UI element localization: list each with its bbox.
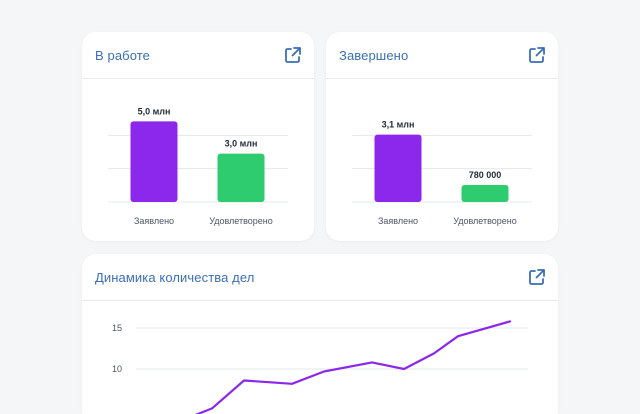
external-link-icon[interactable] [528,46,546,64]
bar-value-label: 780 000 [469,170,502,180]
completed-bar-chart: 3,1 млн Заявлено 780 000 Удовлетворено [352,120,532,226]
y-tick-label: 15 [112,323,122,333]
card-title: Динамика количества дел [95,270,255,285]
card-header: В работе [82,32,314,79]
bar-value-label: 3,1 млн [382,120,415,130]
bar-claimed [374,134,422,202]
card-title: В работе [95,48,150,63]
completed-card: Завершено 3,1 млн Заявлено 780 000 Удовлетв… [326,32,558,241]
external-link-icon[interactable] [528,268,546,286]
category-label: Заявлено [378,216,418,226]
y-tick-label: 10 [112,364,122,374]
case-dynamics-card: Динамика количества дел 15 10 [82,254,558,414]
bar-claimed [130,121,178,202]
card-header: Завершено [326,32,558,79]
card-header: Динамика количества дел [82,254,558,301]
category-label: Удовлетворено [453,216,517,226]
bar-value-label: 3,0 млн [225,139,258,149]
bar-satisfied [217,153,265,202]
card-title: Завершено [339,48,409,63]
in-progress-card: В работе 5,0 млн Заявлено 3,0 млн Удовлетво… [82,32,314,241]
bar-value-label: 5,0 млн [138,106,171,116]
category-label: Удовлетворено [209,216,273,226]
external-link-icon[interactable] [284,46,302,64]
in-progress-bar-chart: 5,0 млн Заявлено 3,0 млн Удовлетворено [108,106,288,226]
category-label: Заявлено [134,216,174,226]
case-count-series-line [194,320,512,414]
bar-satisfied [461,185,509,202]
